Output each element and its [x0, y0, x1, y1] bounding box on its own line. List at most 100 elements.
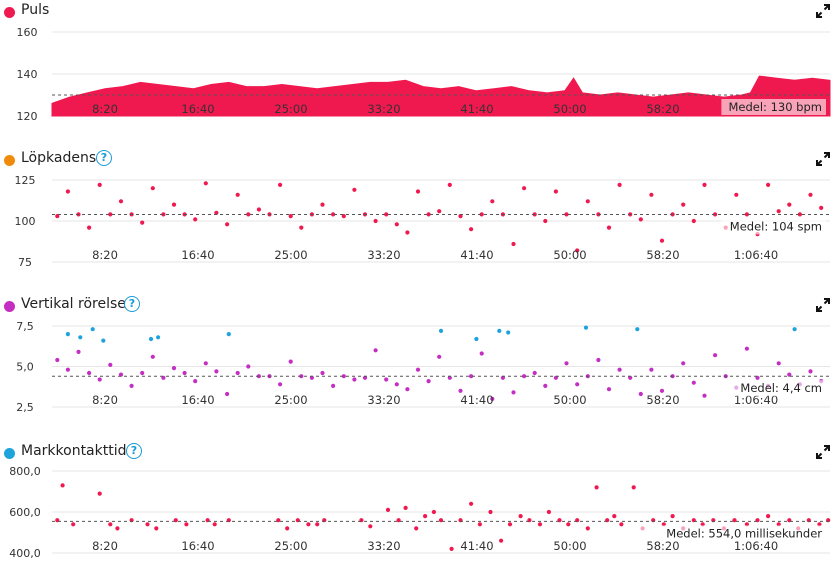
data-point — [193, 379, 198, 384]
expand-icon[interactable] — [816, 298, 830, 312]
average-label-bg — [638, 525, 826, 542]
data-point — [575, 248, 580, 253]
x-tick-label: 1:06:40 — [734, 539, 778, 553]
data-point — [288, 214, 293, 219]
data-point — [766, 182, 771, 187]
data-point — [78, 335, 83, 340]
x-tick-label: 16:40 — [181, 539, 214, 553]
data-point — [518, 514, 523, 519]
data-point — [315, 522, 320, 527]
data-point — [700, 522, 705, 527]
data-point — [447, 182, 452, 187]
data-point — [500, 375, 505, 380]
x-tick-label: 41:40 — [460, 102, 493, 116]
x-tick-label: 50:00 — [553, 248, 586, 262]
average-label-bg — [728, 380, 826, 397]
data-point — [97, 377, 102, 382]
data-point — [171, 202, 177, 207]
x-tick-label: 41:40 — [460, 393, 493, 407]
data-point — [403, 505, 408, 510]
data-point — [299, 374, 304, 379]
average-label-bg — [721, 218, 826, 235]
data-point — [744, 346, 750, 351]
data-point — [276, 518, 281, 523]
data-point — [385, 507, 391, 512]
data-point — [808, 369, 813, 374]
y-tick-label: 140 — [17, 68, 38, 81]
panel-title: Vertikal rörelse — [21, 296, 126, 312]
x-tick-label: 58:20 — [646, 248, 679, 262]
data-point — [787, 202, 792, 207]
data-point — [617, 367, 622, 372]
data-point — [469, 227, 474, 232]
data-point — [108, 212, 113, 217]
data-point — [681, 361, 686, 366]
data-point — [522, 186, 527, 191]
data-point — [479, 212, 484, 217]
data-point — [352, 377, 357, 382]
data-point — [691, 218, 696, 224]
data-point — [606, 225, 612, 230]
expand-icon[interactable] — [816, 445, 830, 459]
data-point — [394, 382, 399, 387]
x-tick-label: 16:40 — [181, 102, 214, 116]
data-point — [182, 370, 187, 376]
data-point — [537, 522, 543, 527]
data-point — [755, 375, 760, 380]
x-tick-label: 25:00 — [274, 393, 307, 407]
help-icon[interactable]: ? — [96, 150, 112, 166]
expand-icon[interactable] — [816, 4, 830, 18]
data-point — [150, 354, 155, 359]
data-point — [585, 526, 590, 531]
help-icon[interactable]: ? — [126, 443, 142, 459]
panel-header: Löpkadens ? — [0, 148, 840, 170]
data-point — [635, 327, 640, 332]
data-point — [490, 396, 495, 401]
data-point — [341, 214, 346, 219]
data-point — [214, 210, 219, 215]
y-tick-label: 5,0 — [16, 361, 34, 374]
data-point — [246, 364, 251, 369]
data-point — [691, 380, 696, 385]
data-point — [566, 522, 571, 527]
data-point — [225, 222, 230, 227]
data-point — [594, 485, 599, 490]
data-point — [405, 230, 410, 235]
data-point — [649, 192, 654, 197]
data-point — [108, 362, 113, 367]
data-point — [776, 209, 781, 214]
data-point — [129, 383, 134, 388]
data-point — [352, 187, 357, 192]
data-point — [299, 225, 304, 230]
data-point — [331, 383, 336, 388]
x-tick-label: 25:00 — [274, 102, 307, 116]
data-point — [585, 199, 590, 204]
data-point — [212, 522, 217, 527]
data-point — [734, 192, 739, 197]
data-point — [469, 374, 474, 379]
data-point — [431, 509, 436, 515]
data-point — [507, 522, 513, 527]
data-point — [394, 222, 399, 227]
data-point — [638, 391, 643, 397]
average-label: Medel: 104 spm — [730, 219, 822, 233]
data-point — [140, 370, 145, 376]
x-tick-label: 1:06:40 — [734, 248, 778, 262]
panel-header: Vertikal rörelse ? — [0, 294, 840, 316]
help-icon[interactable]: ? — [124, 296, 140, 312]
data-point — [320, 202, 325, 207]
y-tick-label: 125 — [15, 174, 36, 187]
series-color-dot — [4, 155, 15, 166]
data-point — [415, 367, 421, 372]
data-point — [384, 212, 389, 217]
data-point — [490, 199, 495, 204]
data-point — [87, 370, 92, 376]
data-point — [713, 353, 718, 358]
data-point — [55, 214, 60, 219]
data-point — [161, 375, 166, 380]
expand-icon[interactable] — [816, 152, 830, 166]
series-color-dot — [4, 7, 15, 18]
data-point — [65, 332, 70, 337]
data-point — [118, 372, 124, 377]
panel-markkontakttid: Markkontakttid ? 400,0 600,0 800,0 8:20 16:4… — [0, 441, 840, 563]
